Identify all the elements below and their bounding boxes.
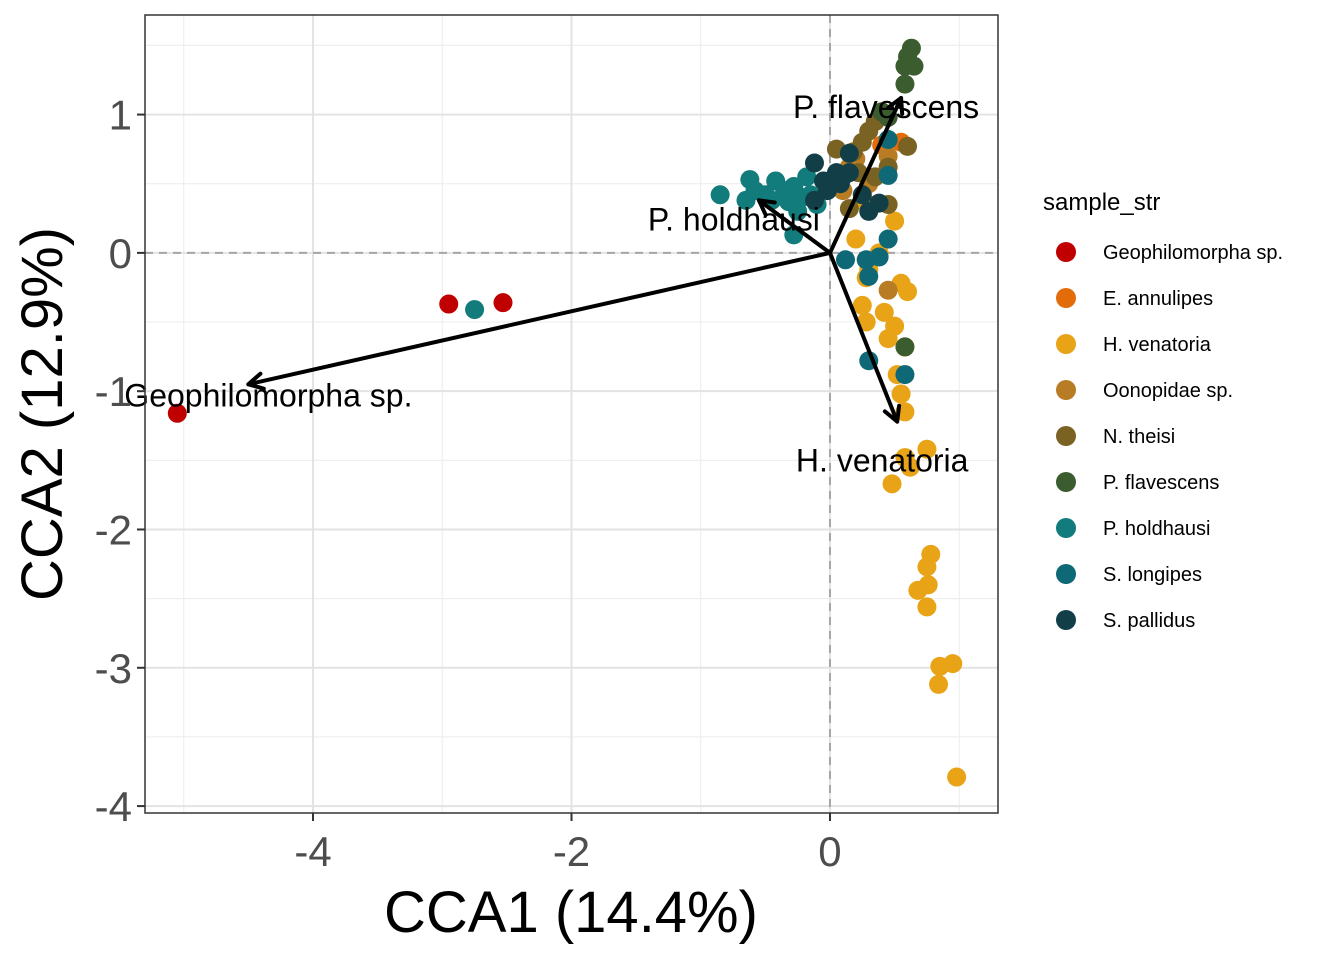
data-point bbox=[917, 439, 937, 459]
data-point bbox=[493, 293, 513, 313]
y-tick-label: -1 bbox=[95, 368, 132, 415]
data-point bbox=[917, 557, 937, 577]
arrow-head bbox=[886, 95, 905, 116]
data-point bbox=[804, 153, 824, 173]
data-point bbox=[878, 280, 898, 300]
data-point bbox=[167, 403, 187, 423]
data-point bbox=[835, 250, 855, 270]
legend: sample_str Geophilomorpha sp. E. annulipe… bbox=[1043, 189, 1283, 632]
data-point bbox=[804, 190, 824, 210]
data-point bbox=[839, 143, 859, 163]
legend-key bbox=[1056, 426, 1076, 446]
legend-label: S. pallidus bbox=[1103, 610, 1195, 632]
data-point bbox=[882, 474, 902, 494]
data-point bbox=[917, 597, 937, 617]
legend-label: P. holdhausi bbox=[1103, 518, 1211, 540]
legend-title: sample_str bbox=[1043, 189, 1160, 216]
data-point bbox=[895, 74, 915, 94]
legend-label: Oonopidae sp. bbox=[1103, 380, 1233, 402]
legend-label: E. annulipes bbox=[1103, 288, 1213, 310]
arrow-label: P. holdhausi bbox=[648, 201, 820, 237]
legend-label: H. venatoria bbox=[1103, 334, 1212, 356]
data-point bbox=[817, 181, 837, 201]
data-point bbox=[797, 167, 817, 187]
data-point bbox=[929, 674, 949, 694]
data-point bbox=[898, 282, 918, 302]
data-point bbox=[895, 365, 915, 385]
data-point bbox=[869, 247, 889, 267]
data-point bbox=[852, 295, 872, 315]
data-point bbox=[947, 767, 967, 787]
data-point bbox=[859, 266, 879, 286]
y-axis-title: CCA2 (12.9%) bbox=[10, 227, 75, 601]
legend-label: P. flavescens bbox=[1103, 472, 1219, 494]
arrow-label: P. flavescens bbox=[793, 89, 979, 125]
arrow-shaft bbox=[827, 250, 900, 424]
x-tick-label: 0 bbox=[818, 828, 841, 875]
arrow-shaft bbox=[246, 250, 832, 387]
legend-key bbox=[1056, 472, 1076, 492]
data-point bbox=[898, 136, 918, 156]
arrow-label: Geophilomorpha sp. bbox=[124, 377, 412, 413]
data-point bbox=[878, 329, 898, 349]
legend-key bbox=[1056, 380, 1076, 400]
data-point bbox=[885, 211, 905, 231]
data-point bbox=[710, 185, 730, 205]
arrow-head bbox=[756, 198, 777, 217]
x-tick-label: -4 bbox=[294, 828, 331, 875]
data-point bbox=[788, 201, 808, 221]
data-point bbox=[900, 457, 920, 477]
legend-key bbox=[1056, 334, 1076, 354]
data-point bbox=[908, 580, 928, 600]
arrow-label: H. venatoria bbox=[796, 443, 969, 479]
data-point bbox=[465, 300, 485, 320]
data-point bbox=[878, 229, 898, 249]
legend-key bbox=[1056, 518, 1076, 538]
data-point bbox=[943, 654, 963, 674]
y-tick-label: -3 bbox=[95, 645, 132, 692]
legend-key bbox=[1056, 610, 1076, 630]
y-tick-label: -2 bbox=[95, 506, 132, 553]
arrow-head bbox=[882, 403, 902, 424]
data-point bbox=[439, 294, 459, 314]
legend-label: S. longipes bbox=[1103, 564, 1202, 586]
data-point bbox=[874, 302, 894, 322]
data-point bbox=[736, 190, 756, 210]
legend-label: N. theisi bbox=[1103, 426, 1175, 448]
data-point bbox=[904, 56, 924, 76]
x-axis-title: CCA1 (14.4%) bbox=[384, 880, 758, 945]
arrow-shaft bbox=[756, 198, 832, 255]
y-tick-label: 1 bbox=[109, 92, 132, 139]
data-point bbox=[833, 167, 853, 187]
legend-key bbox=[1056, 242, 1076, 262]
data-point bbox=[859, 201, 879, 221]
axes: -4 -2 0 1 0 -1 -2 -3 -4 bbox=[95, 92, 842, 875]
legend-key bbox=[1056, 564, 1076, 584]
y-tick-label: 0 bbox=[109, 230, 132, 277]
data-point bbox=[895, 337, 915, 357]
data-point bbox=[878, 165, 898, 185]
arrow-shaft bbox=[827, 95, 904, 255]
data-point bbox=[846, 229, 866, 249]
legend-key bbox=[1056, 288, 1076, 308]
x-tick-label: -2 bbox=[553, 828, 590, 875]
data-point bbox=[891, 384, 911, 404]
y-tick-label: -4 bbox=[95, 783, 132, 830]
legend-label: Geophilomorpha sp. bbox=[1103, 242, 1283, 264]
arrow-head bbox=[246, 371, 266, 391]
species-arrows: Geophilomorpha sp. P. flavescens P. holdha… bbox=[124, 89, 979, 479]
